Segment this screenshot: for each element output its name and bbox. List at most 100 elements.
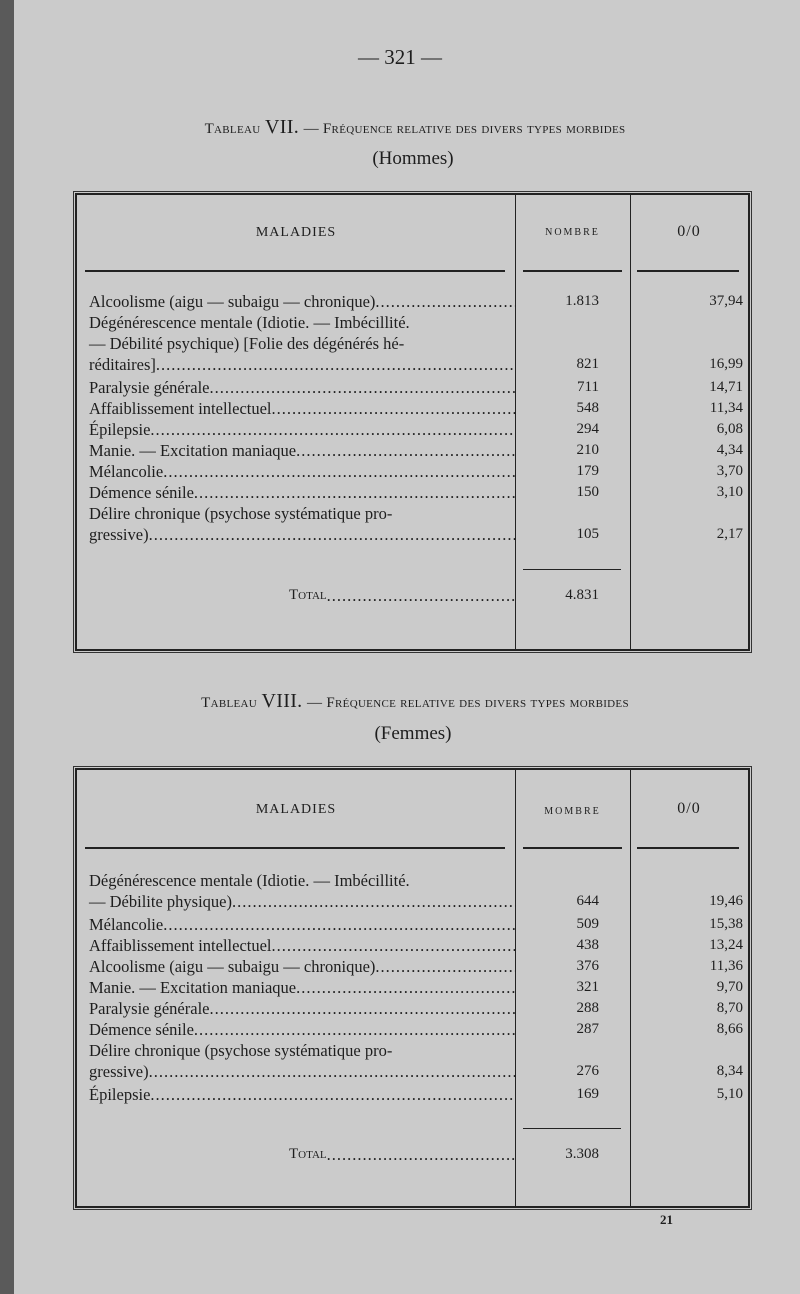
title-prefix: Tableau [204,121,261,137]
label-line: Épilepsie [89,1084,516,1105]
total-label-line: Total [89,585,516,606]
header-rule [637,270,739,272]
label-line: — Débilité psychique) [Folie des dégénér… [89,333,516,354]
count-value: 821 [576,356,600,372]
percent-value: 13,24 [709,937,743,953]
dot-leader [272,935,516,956]
header-nombre: MOMBRE [544,806,601,817]
table-row: Dégénérescence mentale (Idiotie. — Imbéc… [89,870,800,912]
percent-value: 8,34 [716,1063,743,1079]
title-number: VII. [265,116,299,138]
percent-value: 14,71 [709,379,743,395]
disease-label: Affaiblissement intellectuel [89,935,516,956]
label-line: Manie. — Excitation maniaque [89,440,516,461]
count-value: 179 [576,463,600,479]
dot-leader [163,914,516,935]
disease-label: Affaiblissement intellectuel [89,398,516,419]
table-title: Tableau VII. — Fréquence relative des di… [0,116,800,139]
count-value: 105 [576,526,600,542]
percent-value: 3,70 [716,463,743,479]
dot-leader [327,1144,516,1165]
count-value: 294 [576,421,600,437]
header-nombre: NOMBRE [545,227,600,238]
header-pct: 0/0 [677,223,701,240]
label-text: Épilepsie [89,1085,151,1104]
label-line: Paralysie générale [89,998,516,1019]
title-prefix: Tableau [201,695,257,711]
label-text: Mélancolie [89,462,164,481]
page-number: — 321 — [358,45,442,69]
total-label: Total [289,1146,327,1162]
table-subtitle: (Hommes) [372,148,454,169]
total-value: 4.831 [565,587,599,603]
percent-value: 11,36 [709,958,743,974]
label-text: Dégénérescence mentale (Idiotie. — Imbéc… [89,871,410,890]
percent-value: 2,17 [716,526,743,542]
table-row: Affaiblissement intellectuel 438 13,24 [89,935,800,956]
total-label: Total [289,587,327,603]
label-text: Affaiblissement intellectuel [89,936,272,955]
dot-leader [149,1061,516,1082]
disease-label: Manie. — Excitation maniaque [89,977,516,998]
count-value: 210 [576,442,600,458]
label-line: — Débilite physique) [89,891,516,912]
label-line: Affaiblissement intellectuel [89,935,516,956]
total-rule [523,1128,621,1129]
count-value: 150 [576,484,600,500]
table-row: Délire chronique (psychose systématique … [89,1040,800,1082]
label-text: Affaiblissement intellectuel [89,399,272,418]
table-row: Manie. — Excitation maniaque 321 9,70 [89,977,800,998]
label-line: Alcoolisme (aigu — subaigu — chronique) [89,956,516,977]
label-line: Paralysie générale [89,377,516,398]
header-pct: 0/0 [677,800,701,817]
label-line: Affaiblissement intellectuel [89,398,516,419]
column-divider [630,195,631,649]
count-value: 321 [576,979,600,995]
table-row: Mélancolie 179 3,70 [89,461,800,482]
count-value: 169 [576,1086,600,1102]
label-text: Manie. — Excitation maniaque [89,441,297,460]
disease-label: Manie. — Excitation maniaque [89,440,516,461]
count-value: 1.813 [565,293,599,309]
percent-value: 9,70 [716,979,743,995]
table-subtitle: (Femmes) [374,723,452,744]
label-line: Manie. — Excitation maniaque [89,977,516,998]
label-text: — Débilite physique) [89,892,232,911]
label-line: gressive) [89,524,516,545]
label-line: gressive) [89,1061,516,1082]
dot-leader [194,1019,516,1040]
table-row: Démence sénile 150 3,10 [89,482,800,503]
percent-value: 8,66 [716,1021,743,1037]
label-text: Démence sénile [89,1020,194,1039]
label-text: Paralysie générale [89,999,210,1018]
header-rule [85,847,505,849]
total-value: 3.308 [565,1146,599,1162]
count-value: 509 [576,916,600,932]
dot-leader [296,440,516,461]
total-row: Total 3.308 [89,1144,800,1165]
label-line: Mélancolie [89,461,516,482]
label-line: Dégénérescence mentale (Idiotie. — Imbéc… [89,312,516,333]
percent-value: 8,70 [716,1000,743,1016]
dot-leader [209,998,516,1019]
label-text: Mélancolie [89,915,164,934]
label-text: Épilepsie [89,420,151,439]
disease-label: Dégénérescence mentale (Idiotie. — Imbéc… [89,870,516,912]
disease-label: Délire chronique (psychose systématique … [89,503,516,545]
count-value: 644 [576,893,600,909]
disease-label: Épilepsie [89,1084,516,1105]
title-number: VIII. [261,690,303,712]
count-value: 287 [576,1021,600,1037]
label-text: Alcoolisme (aigu — subaigu — chronique) [89,957,376,976]
total-rule [523,569,621,570]
count-value: 548 [576,400,600,416]
label-line: Démence sénile [89,482,516,503]
disease-label: Démence sénile [89,482,516,503]
total-label-line: Total [89,1144,516,1165]
dot-leader [156,354,516,375]
dot-leader [150,1084,516,1105]
disease-label: Épilepsie [89,419,516,440]
dot-leader [209,377,516,398]
table-row: Affaiblissement intellectuel 548 11,34 [89,398,800,419]
count-value: 711 [577,379,599,395]
